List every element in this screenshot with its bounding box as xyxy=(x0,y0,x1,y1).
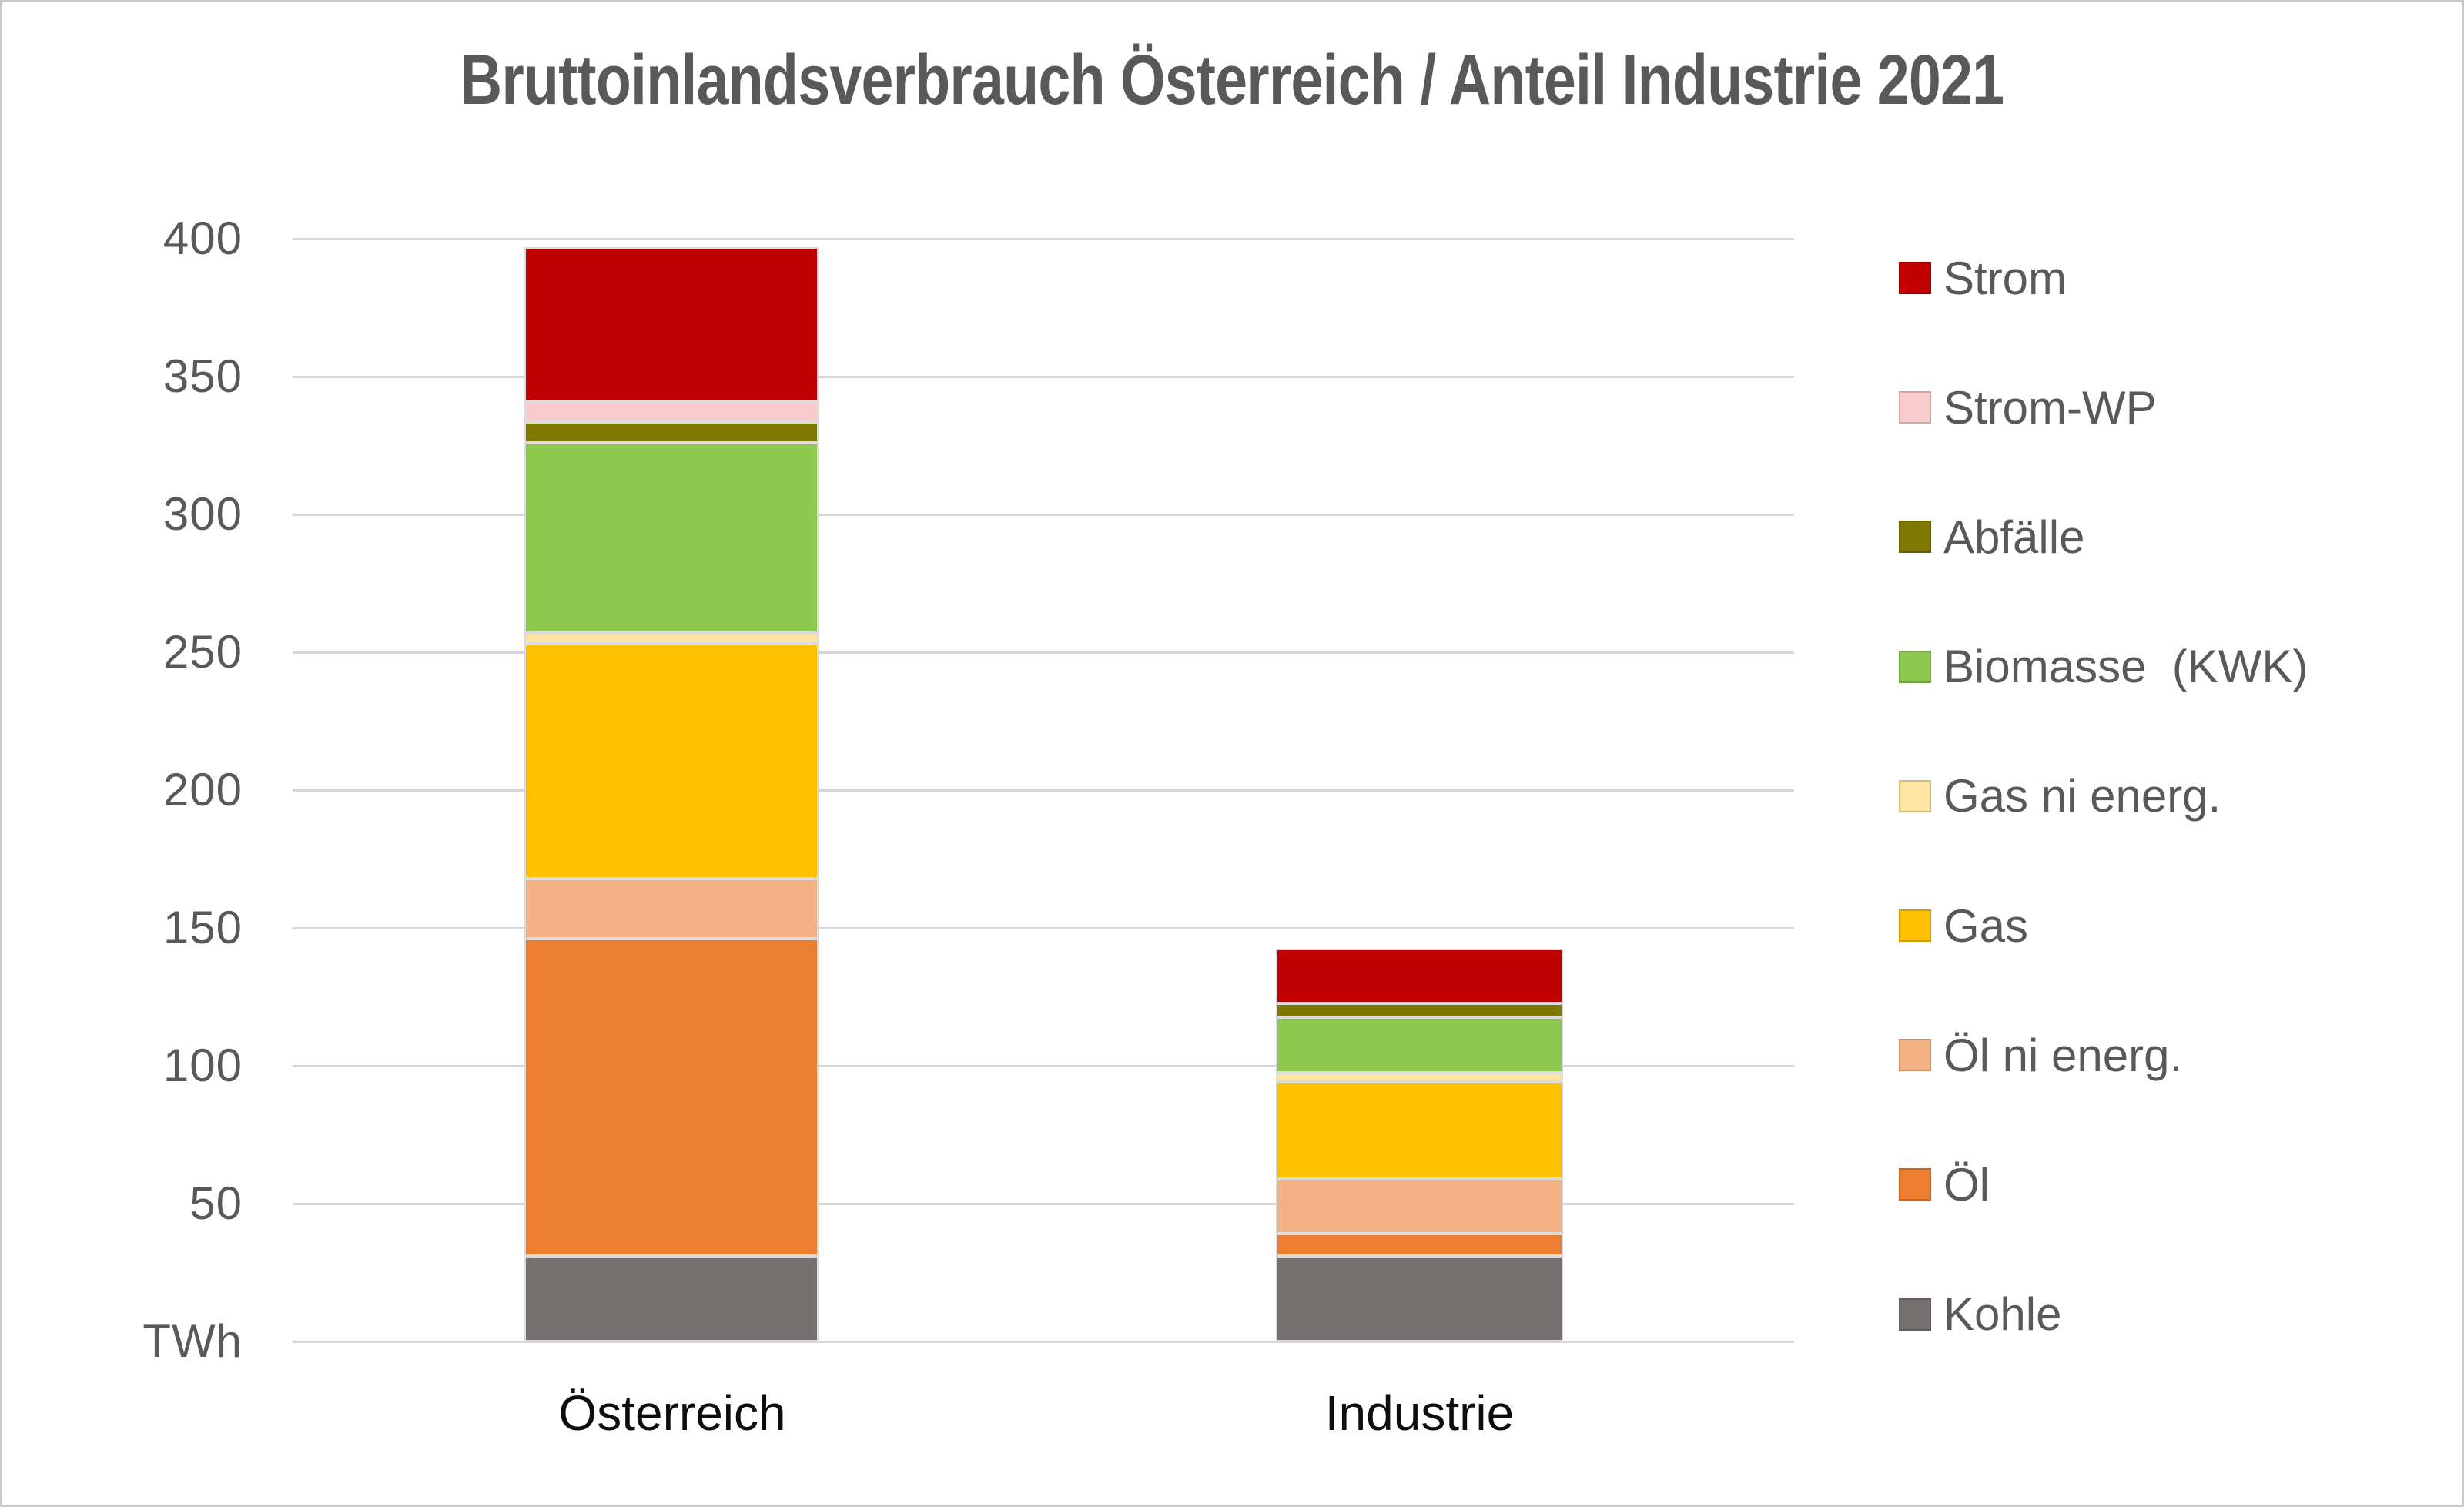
bar-industrie xyxy=(1276,239,1563,1341)
legend-item-strom-wp: Strom-WP xyxy=(1899,381,2157,434)
bar-segment-gas-ni-energ- xyxy=(524,632,819,645)
legend-swatch-icon xyxy=(1899,779,1931,812)
bar-segment--l xyxy=(1276,1234,1563,1256)
legend-label: Biomasse (KWK) xyxy=(1943,641,2308,693)
legend-label: Strom-WP xyxy=(1943,381,2157,434)
legend-swatch-icon xyxy=(1899,1298,1931,1331)
legend-item-gas: Gas xyxy=(1899,899,2029,952)
bar-segment-kohle xyxy=(524,1256,819,1341)
bar-segment--l xyxy=(524,939,819,1256)
bar--sterreich xyxy=(524,239,819,1341)
legend-swatch-icon xyxy=(1899,521,1931,554)
bar-segment-kohle xyxy=(1276,1256,1563,1341)
gridline-200 xyxy=(293,789,1794,792)
gridline-400 xyxy=(293,238,1794,240)
gridline-100 xyxy=(293,1065,1794,1067)
legend-label: Abfälle xyxy=(1943,511,2085,563)
legend-label: Gas xyxy=(1943,899,2029,952)
legend-item-biomasse-kwk-: Biomasse (KWK) xyxy=(1899,641,2308,693)
gridline-0 xyxy=(293,1341,1794,1343)
y-tick-label-50: 50 xyxy=(189,1177,243,1229)
bar-segment-biomasse-kwk- xyxy=(1276,1017,1563,1073)
legend-label: Öl xyxy=(1943,1158,1990,1211)
y-tick-label-350: 350 xyxy=(162,350,243,402)
y-tick-label-150: 150 xyxy=(162,902,243,953)
legend: Strom Strom-WP Abfälle Biomasse (KWK) Gas ni… xyxy=(1899,0,2461,1507)
category-label-industrie: Industrie xyxy=(1324,1385,1515,1441)
bar-segment-gas xyxy=(524,644,819,879)
legend-swatch-icon xyxy=(1899,391,1931,424)
gridline-50 xyxy=(293,1203,1794,1205)
bar-segment--l-ni-energ- xyxy=(524,878,819,939)
bar-segment-gas-ni-energ- xyxy=(1276,1072,1563,1083)
gridline-250 xyxy=(293,651,1794,654)
gridline-300 xyxy=(293,514,1794,516)
legend-swatch-icon xyxy=(1899,909,1931,942)
legend-item-abf-lle: Abfälle xyxy=(1899,511,2085,563)
legend-item-gas-ni-energ-: Gas ni energ. xyxy=(1899,770,2221,822)
bar-segment-abf-lle xyxy=(524,422,819,443)
bar-segment-strom xyxy=(524,246,819,402)
bar-segment-strom-wp xyxy=(524,401,819,423)
legend-item-kohle: Kohle xyxy=(1899,1288,2062,1341)
bar-segment--l-ni-energ- xyxy=(1276,1178,1563,1234)
legend-label: Strom xyxy=(1943,252,2067,304)
legend-swatch-icon xyxy=(1899,1168,1931,1201)
gridline-350 xyxy=(293,376,1794,378)
bar-segment-biomasse-kwk- xyxy=(524,442,819,633)
legend-item--l-ni-energ-: Öl ni energ. xyxy=(1899,1029,2183,1081)
chart-title: Bruttoinlandsverbrauch Österreich / Ante… xyxy=(460,41,2004,119)
legend-swatch-icon xyxy=(1899,1039,1931,1072)
bar-segment-abf-lle xyxy=(1276,1003,1563,1018)
category-label-oesterreich: Österreich xyxy=(558,1385,786,1441)
legend-item--l: Öl xyxy=(1899,1158,1990,1211)
legend-item-strom: Strom xyxy=(1899,252,2067,304)
y-tick-label-200: 200 xyxy=(162,764,243,815)
legend-label: Kohle xyxy=(1943,1288,2062,1341)
legend-label: Gas ni energ. xyxy=(1943,770,2221,822)
y-axis-unit-label: TWh xyxy=(142,1315,243,1367)
y-tick-label-100: 100 xyxy=(162,1040,243,1091)
gridline-150 xyxy=(293,927,1794,929)
legend-label: Öl ni energ. xyxy=(1943,1029,2183,1081)
bar-segment-gas xyxy=(1276,1082,1563,1179)
y-tick-label-300: 300 xyxy=(162,488,243,540)
y-tick-label-250: 250 xyxy=(162,626,243,678)
y-tick-label-400: 400 xyxy=(162,213,243,264)
bar-segment-strom xyxy=(1276,948,1563,1004)
legend-swatch-icon xyxy=(1899,650,1931,683)
legend-swatch-icon xyxy=(1899,262,1931,294)
